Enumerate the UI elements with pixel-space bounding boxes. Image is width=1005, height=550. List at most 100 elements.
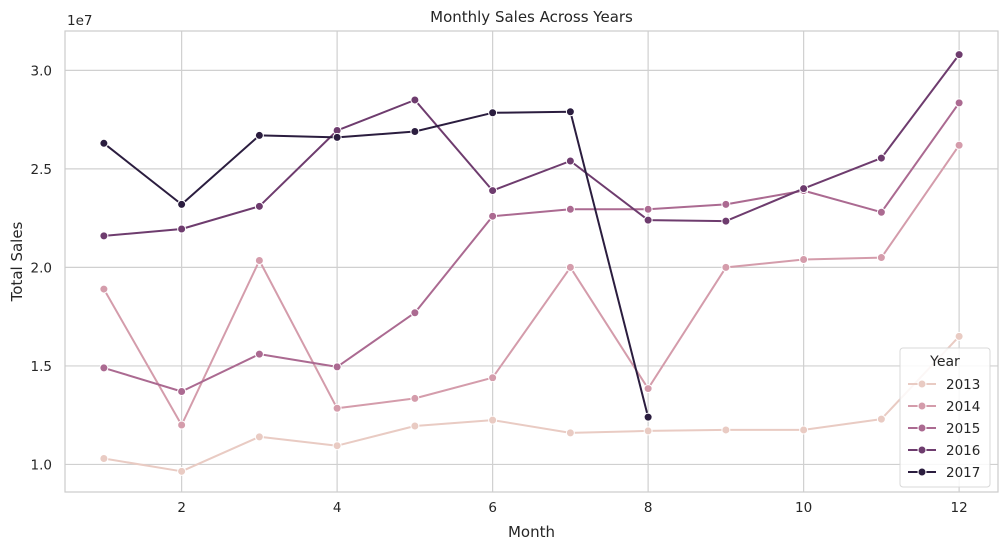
data-point <box>99 363 109 373</box>
data-point <box>177 387 187 397</box>
series-line-2015 <box>103 102 960 393</box>
data-point <box>410 393 420 403</box>
data-point <box>99 138 109 148</box>
data-point <box>332 403 342 413</box>
y-tick-label: 2.5 <box>31 162 52 178</box>
legend-swatch-marker <box>917 401 927 411</box>
legend-swatch-marker <box>917 423 927 433</box>
data-point <box>721 262 731 272</box>
data-point <box>565 204 575 214</box>
data-point <box>410 126 420 136</box>
legend-item-2016: 2016 <box>908 443 980 459</box>
data-point <box>254 432 264 442</box>
legend-label: 2013 <box>946 377 980 393</box>
data-point <box>799 184 809 194</box>
legend-item-2013: 2013 <box>908 377 980 393</box>
data-point <box>254 349 264 359</box>
data-point <box>99 284 109 294</box>
data-point <box>876 414 886 424</box>
data-point <box>177 420 187 430</box>
data-point <box>99 454 109 464</box>
data-point <box>643 412 653 422</box>
legend: Year 2013 2014 2015 2016 2017 <box>899 347 991 488</box>
series-2015 <box>99 98 964 397</box>
series-line-2017 <box>103 110 650 418</box>
data-point <box>721 199 731 209</box>
data-point <box>721 216 731 226</box>
data-point <box>488 186 498 196</box>
data-point <box>254 201 264 211</box>
data-point <box>410 308 420 318</box>
data-point <box>99 231 109 241</box>
data-point <box>410 421 420 431</box>
legend-item-2014: 2014 <box>908 399 980 415</box>
x-tick-label: 12 <box>951 500 968 516</box>
x-tick-label: 8 <box>644 500 653 516</box>
data-point <box>177 466 187 476</box>
tick-labels: 2 4 6 8 10 12 1.0 1.5 2.0 2.5 3.0 <box>31 63 968 516</box>
data-point <box>177 199 187 209</box>
data-point <box>876 207 886 217</box>
y-tick-label: 1.0 <box>31 457 52 473</box>
series-layer <box>99 50 964 476</box>
data-point <box>488 211 498 221</box>
legend-label: 2016 <box>946 443 980 459</box>
x-tick-label: 6 <box>488 500 497 516</box>
legend-title: Year <box>929 354 960 370</box>
legend-label: 2017 <box>946 465 980 481</box>
series-line-2014 <box>103 144 960 426</box>
data-point <box>876 153 886 163</box>
data-point <box>410 95 420 105</box>
legend-swatch-marker <box>917 379 927 389</box>
legend-item-2015: 2015 <box>908 421 980 437</box>
data-point <box>332 362 342 372</box>
data-point <box>799 425 809 435</box>
legend-swatch-marker <box>917 445 927 455</box>
data-point <box>954 50 964 60</box>
y-offset-text: 1e7 <box>67 13 92 29</box>
data-point <box>332 441 342 451</box>
data-point <box>954 98 964 108</box>
x-axis-label: Month <box>508 523 555 541</box>
legend-label: 2014 <box>946 399 980 415</box>
legend-label: 2015 <box>946 421 980 437</box>
series-2017 <box>99 107 653 422</box>
data-point <box>565 262 575 272</box>
x-tick-label: 2 <box>177 500 186 516</box>
data-point <box>488 373 498 383</box>
series-2016 <box>99 50 964 241</box>
data-point <box>721 425 731 435</box>
legend-swatch-marker <box>917 467 927 477</box>
y-tick-label: 1.5 <box>31 359 52 375</box>
data-point <box>565 107 575 117</box>
data-point <box>954 140 964 150</box>
data-point <box>954 331 964 341</box>
chart-title: Monthly Sales Across Years <box>430 8 633 26</box>
y-tick-label: 3.0 <box>31 63 52 79</box>
data-point <box>643 426 653 436</box>
legend-items: 2013 2014 2015 2016 2017 <box>908 377 980 481</box>
series-2014 <box>99 140 964 430</box>
series-2013 <box>99 331 964 476</box>
legend-item-2017: 2017 <box>908 465 980 481</box>
y-axis-label: Total Sales <box>8 221 26 302</box>
data-point <box>799 255 809 265</box>
data-point <box>254 130 264 140</box>
plot-frame <box>64 30 999 493</box>
data-point <box>254 256 264 266</box>
series-line-2016 <box>103 53 960 237</box>
data-point <box>643 384 653 394</box>
data-point <box>332 132 342 142</box>
data-point <box>643 204 653 214</box>
data-point <box>177 224 187 234</box>
data-point <box>876 253 886 263</box>
data-point <box>565 156 575 166</box>
data-point <box>565 428 575 438</box>
x-tick-label: 4 <box>333 500 342 516</box>
data-point <box>488 415 498 425</box>
data-point <box>488 108 498 118</box>
data-point <box>643 215 653 225</box>
x-tick-label: 10 <box>795 500 812 516</box>
series-line-2013 <box>103 335 960 473</box>
